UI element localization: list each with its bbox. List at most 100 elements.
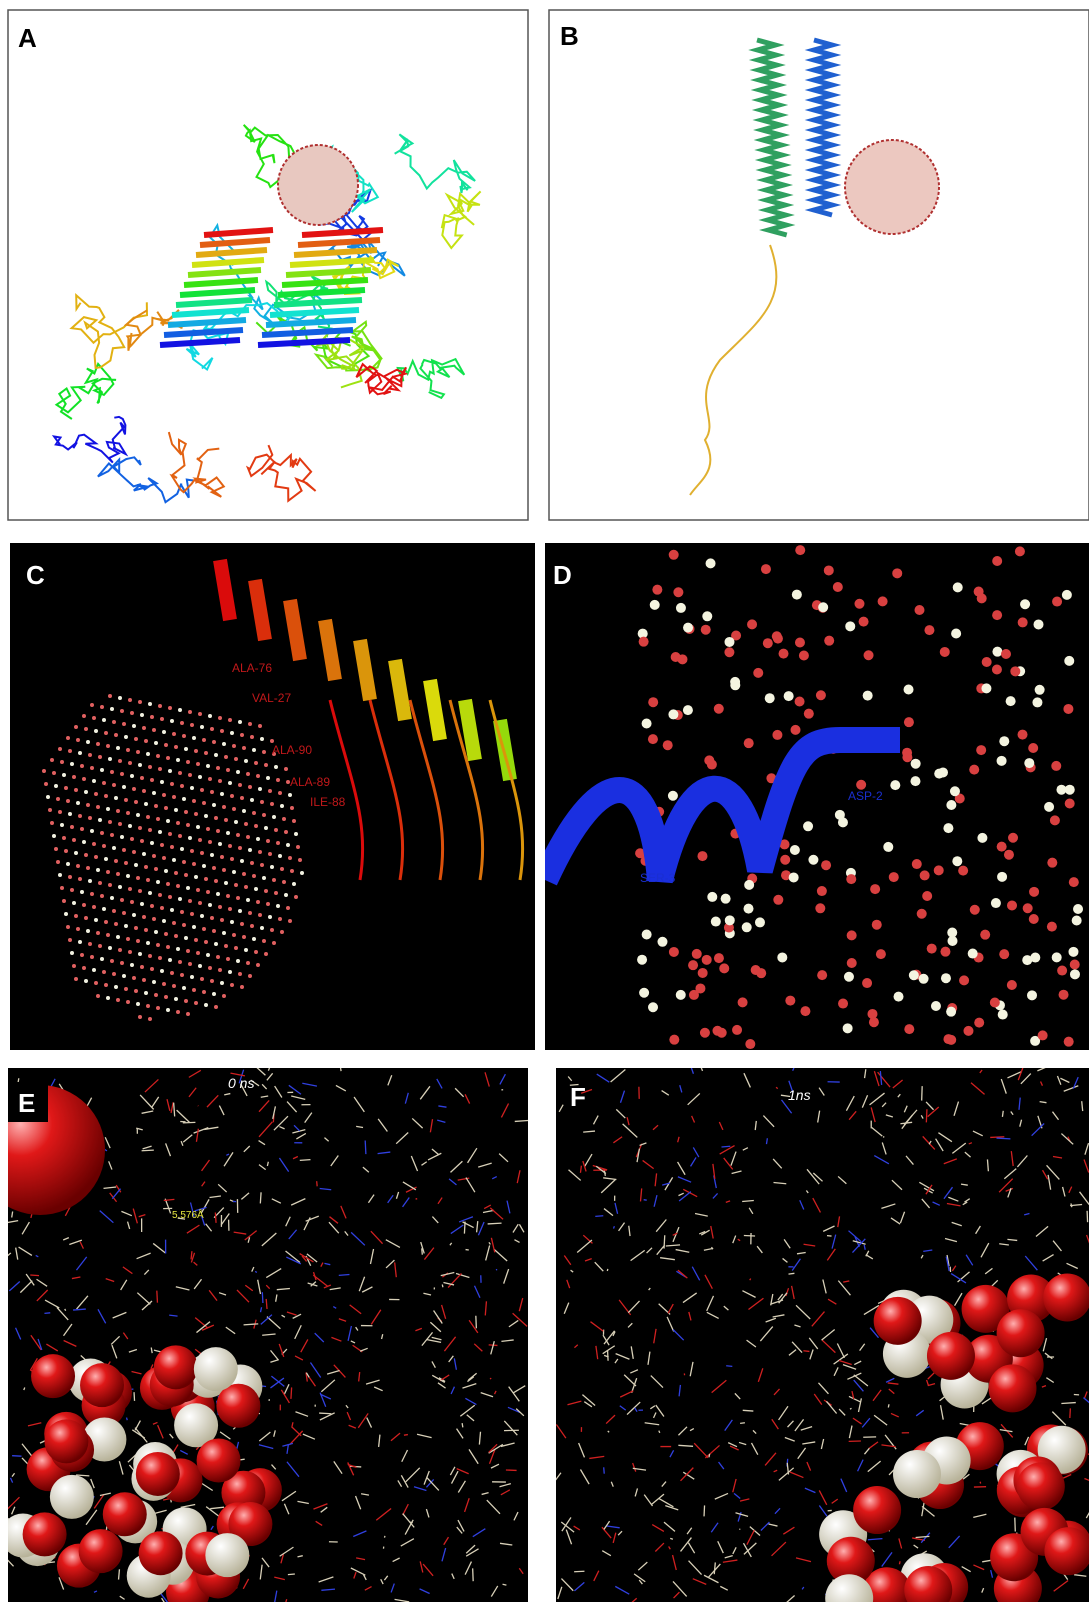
bond [686,1527,693,1535]
bond [21,1221,30,1235]
atom [94,918,98,922]
coil [123,309,183,351]
bond [861,1417,871,1428]
bond [438,1105,447,1108]
atom [1069,969,1080,980]
bond [890,1217,901,1225]
bond [630,1369,639,1374]
bond [126,1221,131,1230]
atom [120,709,124,713]
atom [790,724,801,735]
atom [992,646,1003,657]
bond [901,1114,913,1130]
atom [198,775,202,779]
bond [831,1234,837,1249]
atom [170,971,174,975]
bond [515,1408,525,1417]
bond [773,1388,781,1396]
strand [318,618,342,682]
bond [567,1400,582,1406]
bond [847,1372,862,1380]
atom [224,944,228,948]
bond [1024,1436,1030,1446]
bond [1007,1238,1018,1242]
atom [112,783,116,787]
bond [773,1181,787,1185]
atom [242,872,246,876]
bond [360,1493,370,1496]
atom [122,785,126,789]
atom [130,900,134,904]
atom [156,754,160,758]
atom [204,751,208,755]
atom [946,1034,957,1045]
bond [258,1100,270,1113]
bond [426,1338,442,1344]
coil [167,431,226,498]
atom [1064,655,1075,666]
strand [203,227,274,238]
bond [250,1079,260,1087]
bond [961,1565,971,1573]
atom [242,935,246,939]
bond [265,1298,268,1310]
atom [90,955,94,959]
atom [228,907,232,911]
bond [491,1176,498,1180]
atom [102,718,106,722]
bond [387,1194,394,1204]
bond [631,1377,638,1394]
atom [713,703,724,714]
atom [156,943,160,947]
bond [898,1538,903,1549]
atom [162,982,166,986]
bond [483,1204,492,1210]
bond [665,1505,679,1511]
bond [251,1266,255,1272]
atom [240,985,244,989]
atom [1058,989,1069,1000]
atom [647,734,658,745]
bond [669,1450,675,1458]
atom [188,836,192,840]
atom [184,999,188,1003]
bond [150,1347,153,1354]
bond [670,1537,674,1540]
bond [489,1377,492,1380]
bond [953,1292,963,1307]
bond [558,1104,564,1113]
strand [195,247,268,258]
bond [271,1464,277,1470]
atom [240,922,244,926]
atom [246,772,250,776]
bond [677,1136,680,1143]
bond [748,1297,764,1311]
atom [890,780,901,791]
atom [172,732,176,736]
atom [764,693,775,704]
atom [815,903,826,914]
helix [804,37,842,218]
atom [779,839,790,850]
atom [196,888,200,892]
bond [261,1232,277,1247]
bond [746,1339,757,1348]
atom [232,933,236,937]
atom [140,713,144,717]
bond [257,1279,262,1295]
bond [610,1481,614,1487]
bond [750,1442,759,1455]
strand [301,227,384,238]
atom [88,816,92,820]
atom [198,712,202,716]
bond [837,1175,847,1185]
bond [194,1317,208,1329]
bond [1042,1337,1048,1352]
bond [938,1132,953,1143]
atom [1028,742,1039,753]
atom [206,953,210,957]
bond [805,1190,809,1194]
bond [410,1155,419,1172]
atom [126,874,130,878]
bond [180,1140,184,1146]
